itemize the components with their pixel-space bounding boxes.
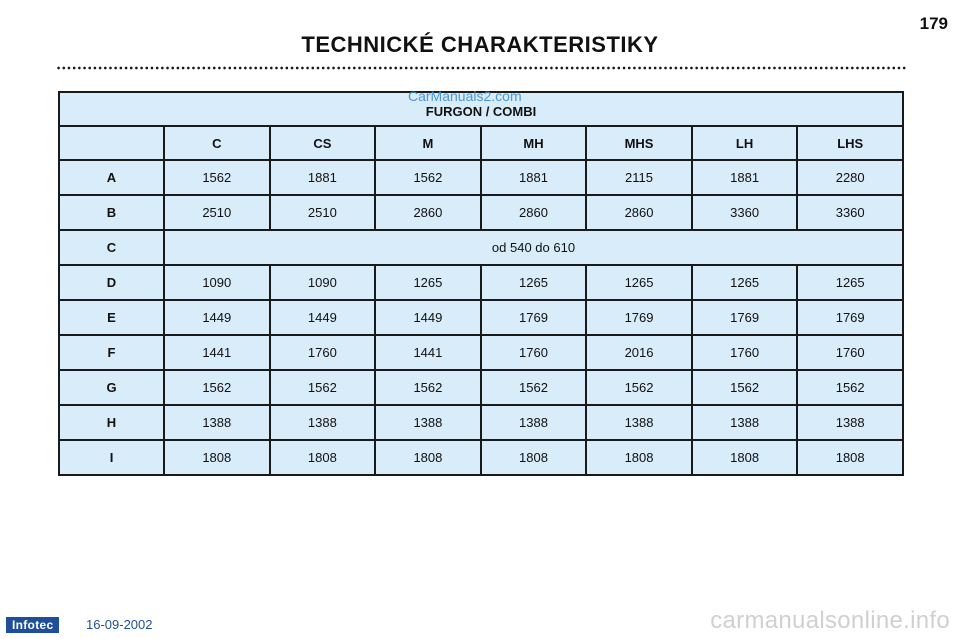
table-cell: 1265	[585, 264, 693, 301]
table-row: I 1808 1808 1808 1808 1808 1808 1808	[58, 439, 904, 476]
table-cell: 1265	[796, 264, 904, 301]
table-row: A 1562 1881 1562 1881 2115 1881 2280	[58, 159, 904, 196]
row-label: F	[58, 334, 165, 371]
table-row: G 1562 1562 1562 1562 1562 1562 1562	[58, 369, 904, 406]
table-cell: 1265	[479, 264, 588, 301]
table-cell: 1449	[163, 299, 271, 336]
column-header-row: C CS M MH MHS LH LHS	[58, 125, 904, 161]
table-row: H 1388 1388 1388 1388 1388 1388 1388	[58, 404, 904, 441]
table-cell: 1562	[585, 369, 693, 406]
table-cell: 1881	[479, 159, 588, 196]
table-cell: 1562	[163, 159, 271, 196]
table-section-heading: FURGON / COMBI	[58, 91, 904, 127]
row-label: H	[58, 404, 165, 441]
table-cell: 1562	[796, 369, 904, 406]
table-cell: 1769	[585, 299, 693, 336]
table-cell: 1388	[374, 404, 482, 441]
page-title: TECHNICKÉ CHARAKTERISTIKY	[301, 32, 659, 57]
footer-date: 16-09-2002	[86, 617, 153, 632]
table-cell: 1808	[479, 439, 588, 476]
table-cell: 1760	[690, 334, 799, 371]
column-header: C	[163, 125, 271, 161]
page-number: 179	[919, 14, 948, 33]
footer-watermark: carmanualsonline.info	[710, 607, 950, 634]
table-cell: 2510	[268, 194, 377, 231]
table-cell: 1760	[479, 334, 588, 371]
table-cell: 3360	[796, 194, 904, 231]
table-row: D 1090 1090 1265 1265 1265 1265 1265	[58, 264, 904, 301]
table-cell: 1388	[268, 404, 377, 441]
dotted-divider	[56, 66, 906, 70]
table-cell: 1265	[690, 264, 799, 301]
table-cell: 1388	[796, 404, 904, 441]
table-cell: 2860	[374, 194, 482, 231]
table-cell: 1562	[163, 369, 271, 406]
table-row: B 2510 2510 2860 2860 2860 3360 3360	[58, 194, 904, 231]
table-cell: 1808	[690, 439, 799, 476]
table-cell: 2860	[479, 194, 588, 231]
column-header: M	[374, 125, 482, 161]
corner-cell	[58, 125, 165, 161]
table-row: E 1449 1449 1449 1769 1769 1769 1769	[58, 299, 904, 336]
table-cell: 2510	[163, 194, 271, 231]
row-label: A	[58, 159, 165, 196]
table-cell: 1388	[690, 404, 799, 441]
table-cell: 1769	[690, 299, 799, 336]
table-cell: 1441	[374, 334, 482, 371]
table-cell: 1562	[374, 159, 482, 196]
table-cell-span: od 540 do 610	[163, 229, 904, 266]
row-label: G	[58, 369, 165, 406]
table-cell: 1769	[796, 299, 904, 336]
row-label: E	[58, 299, 165, 336]
table-cell: 1449	[374, 299, 482, 336]
column-header: MHS	[585, 125, 693, 161]
table-cell: 1562	[374, 369, 482, 406]
infotec-logo: Infotec	[6, 617, 60, 633]
spec-table: FURGON / COMBI C CS M MH MHS LH LHS A 1562 1881 1…	[58, 91, 904, 476]
table-cell: 1562	[479, 369, 588, 406]
table-cell: 1449	[268, 299, 377, 336]
table-row: F 1441 1760 1441 1760 2016 1760 1760	[58, 334, 904, 371]
column-header: LH	[690, 125, 799, 161]
row-label: B	[58, 194, 165, 231]
table-cell: 1760	[796, 334, 904, 371]
table-cell: 1808	[585, 439, 693, 476]
table-cell: 1562	[268, 369, 377, 406]
row-label: D	[58, 264, 165, 301]
row-label: I	[58, 439, 165, 476]
table-cell: 1388	[585, 404, 693, 441]
table-cell: 1808	[268, 439, 377, 476]
table-cell: 1881	[268, 159, 377, 196]
table-cell: 1090	[163, 264, 271, 301]
table-cell: 2016	[585, 334, 693, 371]
table-cell: 1388	[479, 404, 588, 441]
watermark-text: CarManuals2.com	[408, 88, 522, 104]
column-header: LHS	[796, 125, 904, 161]
row-label: C	[58, 229, 165, 266]
table-cell: 1265	[374, 264, 482, 301]
table-cell: 1769	[479, 299, 588, 336]
column-header: MH	[479, 125, 588, 161]
table-cell: 2860	[585, 194, 693, 231]
table-cell: 1760	[268, 334, 377, 371]
table-cell: 1441	[163, 334, 271, 371]
table-cell: 1388	[163, 404, 271, 441]
table-cell: 2115	[585, 159, 693, 196]
table-cell: 2280	[796, 159, 904, 196]
table-cell: 3360	[690, 194, 799, 231]
table-cell: 1808	[796, 439, 904, 476]
table-cell: 1881	[690, 159, 799, 196]
table-cell: 1090	[268, 264, 377, 301]
table-cell: 1808	[163, 439, 271, 476]
table-cell: 1808	[374, 439, 482, 476]
column-header: CS	[268, 125, 377, 161]
table-cell: 1562	[690, 369, 799, 406]
